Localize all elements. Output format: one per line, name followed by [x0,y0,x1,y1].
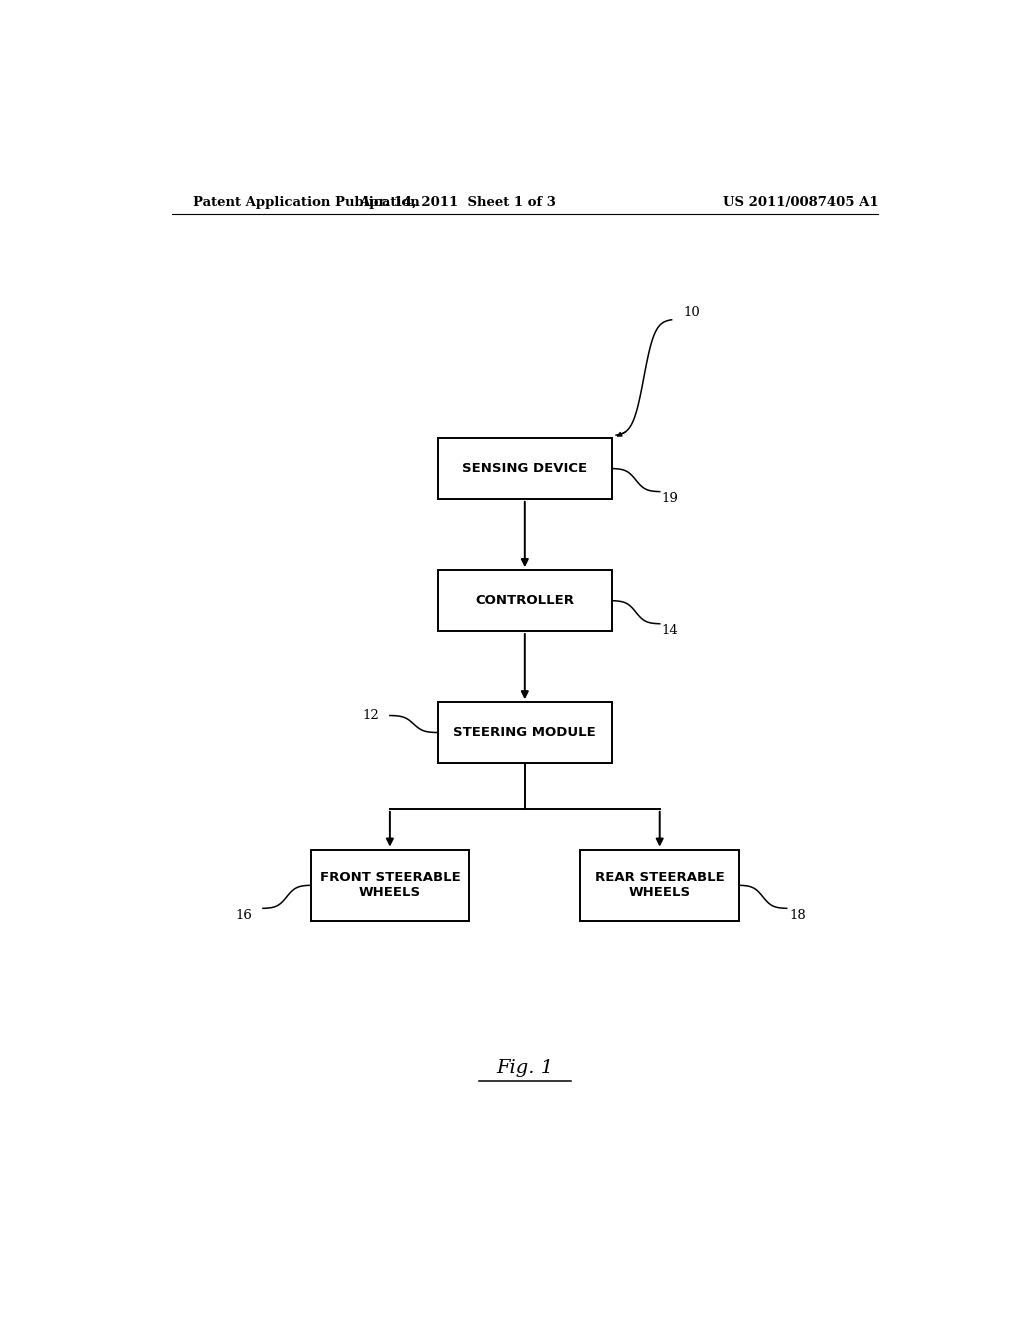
Text: Fig. 1: Fig. 1 [497,1059,553,1077]
Text: Patent Application Publication: Patent Application Publication [194,195,420,209]
Bar [437,438,612,499]
Bar [437,702,612,763]
Text: 16: 16 [236,909,252,923]
Text: 18: 18 [790,909,806,923]
Text: FRONT STEERABLE
WHEELS: FRONT STEERABLE WHEELS [319,871,460,899]
Text: 10: 10 [684,306,700,319]
Text: SENSING DEVICE: SENSING DEVICE [462,462,588,475]
Bar [437,570,612,631]
Text: 19: 19 [662,492,678,506]
Text: CONTROLLER: CONTROLLER [475,594,574,607]
Text: STEERING MODULE: STEERING MODULE [454,726,596,739]
Text: Apr. 14, 2011  Sheet 1 of 3: Apr. 14, 2011 Sheet 1 of 3 [358,195,556,209]
Bar [310,850,469,921]
Text: REAR STEERABLE
WHEELS: REAR STEERABLE WHEELS [595,871,725,899]
Text: 12: 12 [362,709,379,722]
Text: 14: 14 [662,623,678,636]
Bar [581,850,739,921]
Text: US 2011/0087405 A1: US 2011/0087405 A1 [723,195,879,209]
